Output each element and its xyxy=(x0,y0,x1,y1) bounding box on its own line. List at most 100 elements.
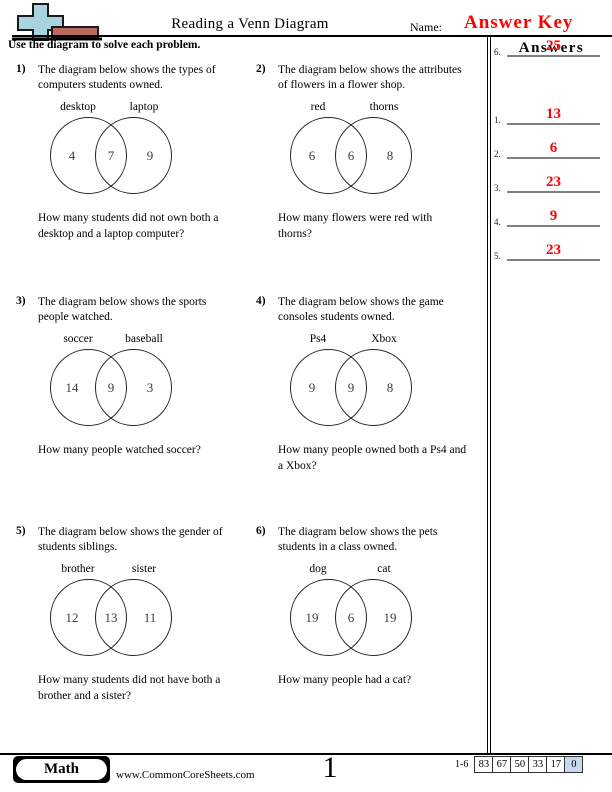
name-label: Name: xyxy=(410,20,442,34)
venn-right-circle xyxy=(335,579,412,656)
venn-left-value: 12 xyxy=(65,610,79,625)
answer-number: 4. xyxy=(494,217,501,227)
score-box: 17 xyxy=(546,756,566,773)
venn-left-value: 4 xyxy=(68,148,76,163)
venn-overlap-value: 7 xyxy=(107,148,115,163)
venn-overlap-value: 9 xyxy=(107,380,115,395)
venn-left-label: soccer xyxy=(63,333,93,345)
answer-number: 2. xyxy=(494,149,501,159)
problem-statement-row: 6) The diagram below shows the pets stud… xyxy=(256,525,484,555)
venn-labels: red thorns xyxy=(290,101,412,117)
problem-2: 2) The diagram below shows the attribute… xyxy=(256,63,484,242)
answer-number: 3. xyxy=(494,183,501,193)
score-range-label: 1-6 xyxy=(455,759,469,770)
venn-right-label: Xbox xyxy=(371,333,397,345)
answer-value: 6 xyxy=(549,140,558,156)
venn-right-value: 3 xyxy=(146,380,154,395)
venn-overlap-value: 13 xyxy=(104,610,118,625)
score-box-highlighted: 0 xyxy=(564,756,584,773)
answer-row-5: 5. 23 xyxy=(494,241,600,261)
venn-diagram: dog cat 19 6 19 xyxy=(290,563,412,657)
venn-right-value: 8 xyxy=(386,380,394,395)
venn-overlap-value: 9 xyxy=(347,380,355,395)
venn-overlap-value: 6 xyxy=(347,148,355,163)
answer-row-6: 6. 25 xyxy=(494,37,600,57)
problem-question: How many people owned both a Ps4 and a X… xyxy=(278,444,467,472)
venn-circles: 6 6 8 xyxy=(290,117,412,195)
venn-left-label: brother xyxy=(61,563,95,575)
answer-number: 1. xyxy=(494,115,501,125)
venn-overlap-value: 6 xyxy=(347,610,355,625)
answer-value: 23 xyxy=(546,174,561,190)
page-title: Reading a Venn Diagram xyxy=(171,16,329,32)
problem-question: How many people had a cat? xyxy=(278,674,412,686)
venn-left-label: dog xyxy=(309,563,327,575)
venn-diagram: brother sister 12 13 11 xyxy=(50,563,172,657)
score-strip: 1-6 83 67 50 33 17 0 xyxy=(455,756,584,773)
answer-value: 13 xyxy=(546,106,561,122)
problem-3: 3) The diagram below shows the sports pe… xyxy=(16,295,244,459)
venn-diagram: red thorns 6 6 8 xyxy=(290,101,412,195)
page-number: 1 xyxy=(322,751,338,784)
instruction-text: Use the diagram to solve each problem. xyxy=(8,39,201,51)
problem-statement: The diagram below shows the types of com… xyxy=(38,64,216,91)
problem-statement: The diagram below shows the sports peopl… xyxy=(38,296,207,323)
venn-left-value: 14 xyxy=(65,380,79,395)
problem-statement-row: 3) The diagram below shows the sports pe… xyxy=(16,295,244,325)
problem-6: 6) The diagram below shows the pets stud… xyxy=(256,525,484,689)
venn-right-circle xyxy=(95,349,172,426)
venn-left-label: red xyxy=(310,101,326,113)
venn-labels: soccer baseball xyxy=(50,333,172,349)
answers-title: Answers xyxy=(518,40,585,56)
venn-circles: 12 13 11 xyxy=(50,579,172,657)
venn-left-value: 9 xyxy=(308,380,316,395)
venn-circles: 4 7 9 xyxy=(50,117,172,195)
problem-statement-row: 5) The diagram below shows the gender of… xyxy=(16,525,244,555)
venn-circles: 9 9 8 xyxy=(290,349,412,427)
venn-right-circle xyxy=(335,349,412,426)
problem-statement: The diagram below shows the game console… xyxy=(278,296,444,323)
problem-question: How many flowers were red with thorns? xyxy=(278,212,433,240)
problem-statement-row: 4) The diagram below shows the game cons… xyxy=(256,295,484,325)
problem-4: 4) The diagram below shows the game cons… xyxy=(256,295,484,474)
score-box: 83 xyxy=(474,756,494,773)
venn-right-circle xyxy=(95,579,172,656)
venn-left-value: 6 xyxy=(308,148,316,163)
problem-number: 6) xyxy=(256,525,266,537)
answer-value: 23 xyxy=(546,242,561,258)
problem-question: How many students did not have both a br… xyxy=(38,674,221,702)
venn-circles: 19 6 19 xyxy=(290,579,412,657)
answer-number: 6. xyxy=(494,47,501,57)
venn-right-circle xyxy=(95,117,172,194)
answer-number: 5. xyxy=(494,251,501,261)
venn-right-value: 9 xyxy=(146,148,154,163)
problem-statement-row: 2) The diagram below shows the attribute… xyxy=(256,63,484,93)
venn-labels: Ps4 Xbox xyxy=(290,333,412,349)
answer-row-2: 2. 6 xyxy=(494,139,600,159)
venn-left-label: Ps4 xyxy=(309,333,327,345)
venn-circles: 14 9 3 xyxy=(50,349,172,427)
venn-right-circle xyxy=(335,117,412,194)
venn-right-label: cat xyxy=(377,563,391,575)
answer-key-label: Answer Key xyxy=(464,12,574,33)
answers-panel: Answers 1. 13 2. 6 3. 23 4. 9 5. 23 6. 2… xyxy=(491,37,612,753)
answer-row-4: 4. 9 xyxy=(494,207,600,227)
problem-question: How many students did not own both a des… xyxy=(38,212,219,240)
plus-minus-logo-icon xyxy=(12,3,102,41)
website-text: www.CommonCoreSheets.com xyxy=(116,769,255,781)
venn-right-value: 11 xyxy=(143,610,157,625)
problem-5: 5) The diagram below shows the gender of… xyxy=(16,525,244,704)
answer-row-3: 3. 23 xyxy=(494,173,600,193)
plus-minus-logo-icon xyxy=(12,2,112,42)
venn-diagram: desktop laptop 4 7 9 xyxy=(50,101,172,195)
answers-column-separator xyxy=(487,37,491,753)
problem-1: 1) The diagram below shows the types of … xyxy=(16,63,244,242)
problem-number: 4) xyxy=(256,295,266,307)
header-rule xyxy=(12,35,612,37)
venn-left-label: desktop xyxy=(60,101,96,113)
problem-number: 5) xyxy=(16,525,26,537)
venn-right-value: 19 xyxy=(383,610,397,625)
venn-right-label: baseball xyxy=(125,333,163,345)
math-badge: Math xyxy=(13,756,110,783)
